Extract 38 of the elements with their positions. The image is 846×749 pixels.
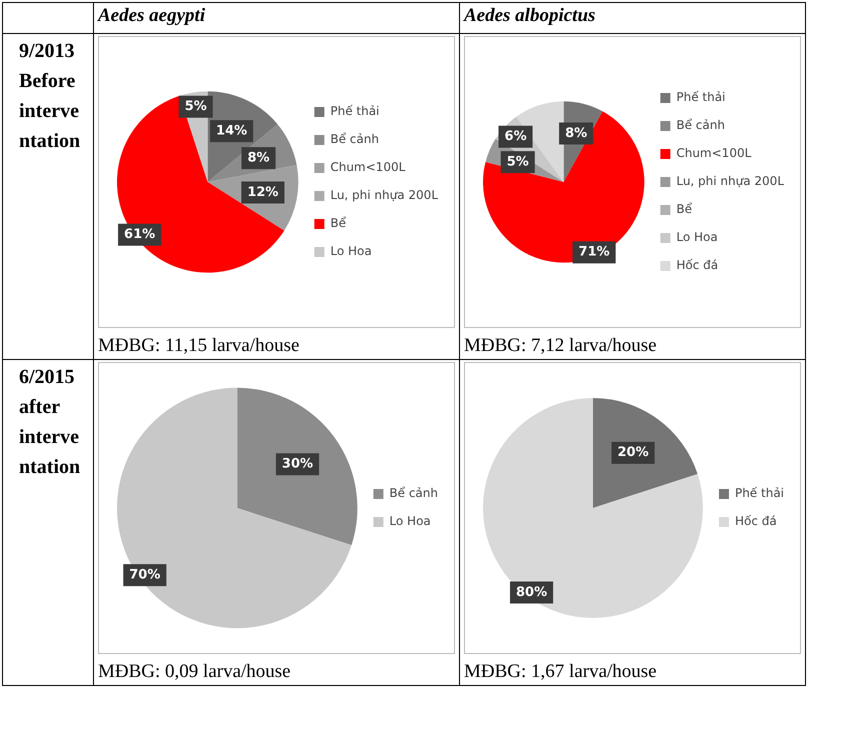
data-label: 5% [506, 154, 529, 170]
legend-label: Chum<100L [676, 146, 752, 160]
chart-title: Aedes albopictus [460, 2, 806, 34]
legend-label: Lo Hoa [330, 244, 372, 258]
legend-label: Bể cảnh [330, 132, 379, 146]
data-label: 6% [504, 129, 527, 144]
data-label: 71% [578, 244, 610, 260]
data-label: 5% [184, 99, 207, 114]
text: MĐBG: 1,67 larva/house [464, 661, 658, 683]
legend-label: Lo Hoa [676, 230, 718, 244]
chart-title: Aedes aegypti [94, 2, 460, 34]
legend-label: Lu, phi nhựa 200L [676, 174, 784, 188]
legend-label: Bể cảnh [389, 486, 438, 500]
data-label: 12% [247, 184, 278, 200]
data-label: 8% [248, 150, 270, 166]
data-label: 8% [565, 126, 588, 141]
data-label: 80% [516, 584, 548, 600]
legend-label: Lo Hoa [389, 514, 431, 528]
legend-label: Bể [330, 216, 347, 230]
legend-label: Bể cảnh [676, 118, 725, 132]
data-label: 70% [129, 567, 160, 582]
legend-label: Phế thải [734, 486, 784, 500]
data-label: 61% [124, 227, 156, 242]
text: MĐBG: 0,09 larva/house [98, 661, 292, 683]
legend-label: Phế thải [330, 104, 380, 118]
legend-label: Bể [676, 202, 693, 216]
legend-label: Phế thải [676, 90, 726, 104]
text: 6/2015 after interventation [2, 360, 94, 686]
data-label: 20% [618, 445, 649, 460]
data-label: 14% [216, 124, 248, 139]
text: MĐBG: 11,15 larva/house [98, 335, 300, 357]
legend-label: Lu, phi nhựa 200L [330, 188, 438, 202]
text: MĐBG: 7,12 larva/house [464, 335, 658, 357]
chart-subtitle: 9/2013 Before interventation [2, 34, 94, 360]
legend-label: Hốc đá [676, 258, 718, 272]
legend-label: Hốc đá [734, 514, 777, 528]
legend-label: Chum<100L [330, 160, 406, 174]
data-label: 30% [282, 456, 314, 472]
